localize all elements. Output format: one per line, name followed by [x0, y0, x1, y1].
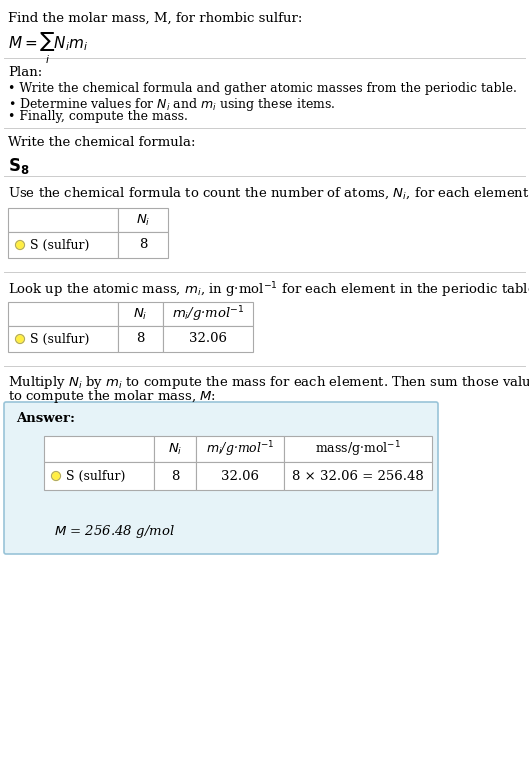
Bar	[44, 436, 154, 462]
Bar	[284, 462, 432, 490]
Bar	[8, 208, 118, 232]
Bar	[118, 208, 168, 232]
Text: S (sulfur): S (sulfur)	[66, 469, 125, 482]
Text: • Finally, compute the mass.: • Finally, compute the mass.	[8, 110, 188, 123]
Bar	[163, 326, 253, 352]
Text: Write the chemical formula:: Write the chemical formula:	[8, 136, 196, 149]
Circle shape	[15, 240, 24, 250]
Text: S (sulfur): S (sulfur)	[30, 333, 89, 346]
Text: 8: 8	[171, 469, 179, 482]
Text: $M$ = 256.48 g/mol: $M$ = 256.48 g/mol	[54, 524, 175, 541]
Bar	[163, 302, 253, 326]
Text: Look up the atomic mass, $m_i$, in g·mol$^{-1}$ for each element in the periodic: Look up the atomic mass, $m_i$, in g·mol…	[8, 280, 529, 300]
Bar	[8, 232, 118, 258]
Circle shape	[15, 335, 24, 343]
FancyBboxPatch shape	[4, 402, 438, 554]
Text: $m_i$/g·mol$^{-1}$: $m_i$/g·mol$^{-1}$	[172, 304, 244, 324]
Text: $N_i$: $N_i$	[168, 442, 182, 456]
Text: • Write the chemical formula and gather atomic masses from the periodic table.: • Write the chemical formula and gather …	[8, 82, 517, 95]
Text: $N_i$: $N_i$	[136, 213, 150, 227]
Text: $M = \sum_i N_i m_i$: $M = \sum_i N_i m_i$	[8, 32, 88, 66]
Text: Plan:: Plan:	[8, 66, 42, 79]
Text: $\mathbf{S_8}$: $\mathbf{S_8}$	[8, 156, 30, 176]
Bar	[8, 302, 118, 326]
Text: 8 × 32.06 = 256.48: 8 × 32.06 = 256.48	[292, 469, 424, 482]
Bar	[154, 436, 196, 462]
Text: Find the molar mass, M, for rhombic sulfur:: Find the molar mass, M, for rhombic sulf…	[8, 12, 303, 25]
Text: $m_i$/g·mol$^{-1}$: $m_i$/g·mol$^{-1}$	[206, 439, 275, 458]
Bar	[196, 436, 284, 462]
Bar	[118, 302, 163, 326]
Bar	[118, 326, 163, 352]
Text: Answer:: Answer:	[16, 412, 75, 425]
Bar	[154, 462, 196, 490]
Text: $N_i$: $N_i$	[133, 306, 148, 322]
Text: Use the chemical formula to count the number of atoms, $N_i$, for each element:: Use the chemical formula to count the nu…	[8, 186, 529, 201]
Text: • Determine values for $N_i$ and $m_i$ using these items.: • Determine values for $N_i$ and $m_i$ u…	[8, 96, 335, 113]
Bar	[44, 462, 154, 490]
Text: mass/g·mol$^{-1}$: mass/g·mol$^{-1}$	[315, 439, 401, 458]
Bar	[118, 232, 168, 258]
Text: 32.06: 32.06	[189, 333, 227, 346]
Text: S (sulfur): S (sulfur)	[30, 239, 89, 251]
Bar	[196, 462, 284, 490]
Text: 8: 8	[139, 239, 147, 251]
Bar	[8, 326, 118, 352]
Text: 32.06: 32.06	[221, 469, 259, 482]
Text: to compute the molar mass, $M$:: to compute the molar mass, $M$:	[8, 388, 216, 405]
Text: Multiply $N_i$ by $m_i$ to compute the mass for each element. Then sum those val: Multiply $N_i$ by $m_i$ to compute the m…	[8, 374, 529, 391]
Bar	[284, 436, 432, 462]
Text: 8: 8	[136, 333, 145, 346]
Circle shape	[51, 472, 60, 481]
